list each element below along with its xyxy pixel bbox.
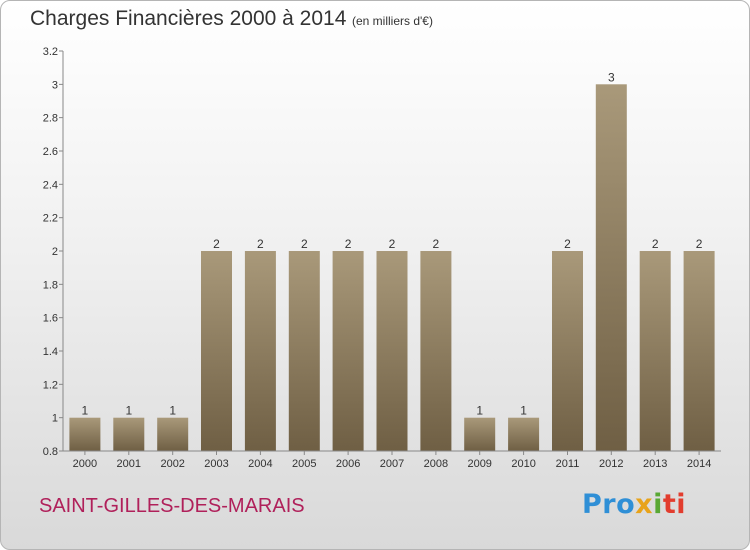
bars: 1 1 1 2 2 2 2 2 2 1 1 2 3 2 2 bbox=[69, 70, 715, 452]
x-tick-label: 2011 bbox=[556, 458, 580, 470]
logo-part-2: x bbox=[635, 489, 654, 520]
x-tick-label: 2001 bbox=[117, 458, 141, 470]
commune-name: SAINT-GILLES-DES-MARAIS bbox=[39, 495, 305, 517]
proxiti-logo[interactable]: Proxiti bbox=[582, 489, 686, 520]
data-label: 2 bbox=[696, 237, 703, 251]
bar bbox=[113, 417, 145, 451]
bar bbox=[508, 417, 540, 451]
x-tick-label: 2008 bbox=[424, 458, 448, 470]
data-label: 1 bbox=[82, 404, 89, 418]
data-label: 2 bbox=[257, 237, 264, 251]
y-tick-label: 1.8 bbox=[43, 279, 58, 291]
x-tick-label: 2013 bbox=[643, 458, 667, 470]
x-tick-label: 2012 bbox=[599, 458, 623, 470]
data-label: 3 bbox=[608, 70, 615, 84]
data-label: 2 bbox=[213, 237, 220, 251]
data-label: 2 bbox=[433, 237, 440, 251]
y-tick-label: 1.6 bbox=[43, 313, 58, 325]
bar bbox=[639, 251, 671, 451]
bar bbox=[157, 417, 189, 451]
chart-subtitle: (en milliers d'€) bbox=[352, 14, 433, 28]
data-label: 1 bbox=[125, 404, 132, 418]
y-axis: 0.8 1 1.2 1.4 1.6 1.8 2 2.2 2.4 2.6 2.8 3 3.2 bbox=[43, 46, 64, 458]
x-tick-label: 2003 bbox=[204, 458, 228, 470]
data-label: 1 bbox=[520, 404, 527, 418]
data-label: 1 bbox=[476, 404, 483, 418]
bar bbox=[201, 251, 232, 451]
bar bbox=[683, 251, 715, 451]
x-tick-label: 2005 bbox=[292, 458, 316, 470]
logo-part-1: Pro bbox=[582, 489, 636, 520]
y-tick-label: 3.2 bbox=[43, 46, 58, 58]
y-tick-label: 2 bbox=[52, 246, 58, 258]
bar bbox=[69, 417, 101, 451]
x-tick-label: 2010 bbox=[511, 458, 535, 470]
bar bbox=[244, 251, 276, 451]
logo-part-4: ti bbox=[662, 489, 687, 520]
y-tick-label: 1.4 bbox=[43, 346, 58, 358]
data-label: 2 bbox=[345, 237, 352, 251]
x-tick-label: 2006 bbox=[336, 458, 360, 470]
y-tick-label: 1 bbox=[52, 413, 58, 425]
data-label: 2 bbox=[564, 237, 571, 251]
x-tick-label: 2004 bbox=[248, 458, 272, 470]
data-label: 2 bbox=[301, 237, 308, 251]
y-tick-label: 2.4 bbox=[43, 179, 58, 191]
data-label: 2 bbox=[652, 237, 659, 251]
x-tick-label: 2014 bbox=[687, 458, 711, 470]
bar bbox=[376, 251, 408, 451]
bar bbox=[288, 251, 320, 451]
x-tick-label: 2007 bbox=[380, 458, 404, 470]
x-tick-label: 2000 bbox=[73, 458, 97, 470]
bar bbox=[332, 251, 364, 451]
y-tick-label: 0.8 bbox=[43, 446, 58, 458]
data-label: 1 bbox=[169, 404, 176, 418]
y-tick-label: 2.2 bbox=[43, 213, 58, 225]
x-axis: 2000 2001 2002 2003 2004 2005 2006 2007 2008 2009… bbox=[63, 450, 721, 470]
bar bbox=[420, 251, 452, 451]
bar bbox=[552, 251, 583, 451]
y-tick-label: 1.2 bbox=[43, 379, 58, 391]
bar bbox=[464, 417, 496, 451]
data-label: 2 bbox=[389, 237, 396, 251]
bar bbox=[595, 84, 627, 452]
y-tick-label: 2.8 bbox=[43, 113, 58, 125]
y-tick-label: 3 bbox=[52, 79, 58, 91]
y-tick-label: 2.6 bbox=[43, 146, 58, 158]
chart-title: Charges Financières 2000 à 2014 bbox=[30, 7, 347, 30]
x-tick-label: 2009 bbox=[467, 458, 491, 470]
x-tick-label: 2002 bbox=[160, 458, 184, 470]
logo-part-3: i bbox=[653, 489, 663, 520]
